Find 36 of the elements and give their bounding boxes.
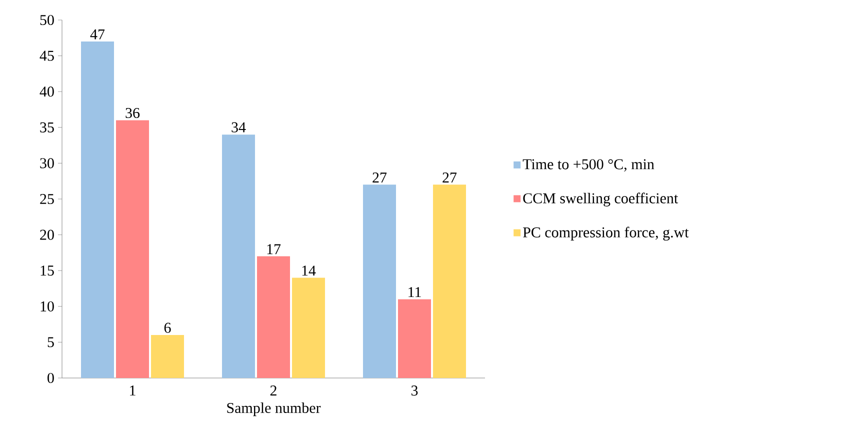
x-axis-title: Sample number [227, 402, 321, 416]
y-tick-label: 35 [40, 122, 54, 132]
y-tick-label: 30 [40, 158, 54, 168]
bar [257, 256, 290, 378]
y-tick-label: 45 [40, 50, 54, 61]
y-tick-label: 20 [40, 230, 54, 240]
data-label: 34 [232, 122, 246, 132]
bar [116, 120, 150, 378]
data-label: 17 [267, 244, 281, 254]
legend-label: Time to +500 °C, min [522, 159, 654, 172]
bar [398, 299, 432, 378]
x-tick-label: 3 [411, 386, 418, 396]
data-label: 27 [442, 172, 457, 182]
bar [433, 184, 466, 378]
x-tick-label: 1 [130, 386, 136, 396]
data-label: 27 [372, 172, 387, 182]
legend-label: CCM swelling coefficient [523, 192, 678, 206]
data-label: 47 [90, 29, 105, 40]
bar [81, 41, 114, 378]
y-tick-label: 0 [48, 372, 54, 384]
data-label: 6 [164, 322, 171, 333]
y-tick-label: 10 [40, 301, 54, 312]
y-tick-label: 5 [48, 337, 54, 348]
y-tick-label: 50 [40, 14, 54, 26]
data-label: 36 [126, 108, 140, 118]
legend-label: PC compression force, g.wt [523, 226, 689, 241]
bar [151, 335, 184, 378]
bar [222, 134, 256, 378]
data-label: 14 [302, 266, 316, 276]
data-label: 11 [408, 287, 421, 298]
y-tick-label: 25 [40, 194, 54, 204]
bar [363, 184, 396, 378]
y-tick-label: 40 [40, 86, 54, 97]
x-tick-label: 2 [270, 386, 276, 396]
bar [292, 278, 326, 378]
y-tick-label: 15 [40, 266, 54, 276]
